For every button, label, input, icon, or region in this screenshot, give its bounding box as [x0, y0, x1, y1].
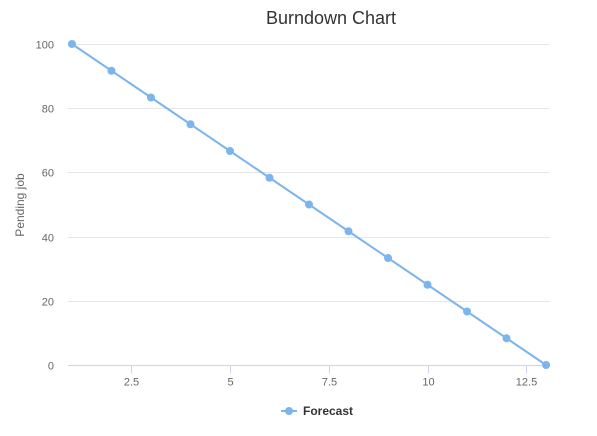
data-point[interactable]: [463, 307, 472, 316]
y-tick-label: 100: [36, 40, 54, 52]
data-point[interactable]: [542, 361, 551, 369]
data-point[interactable]: [502, 334, 511, 343]
data-point[interactable]: [186, 120, 195, 129]
x-tick-label: 5: [227, 377, 233, 389]
x-tick-label: 2.5: [124, 377, 139, 389]
legend-label: Forecast: [303, 404, 353, 418]
data-point[interactable]: [107, 66, 116, 75]
legend-item-forecast[interactable]: Forecast: [281, 404, 353, 418]
data-point[interactable]: [146, 93, 155, 102]
chart-title: Burndown Chart: [266, 8, 396, 28]
series-layer: [67, 40, 551, 369]
x-tick-label: 12.5: [516, 377, 537, 389]
legend-marker-symbol: [285, 407, 293, 415]
data-point[interactable]: [344, 227, 353, 236]
y-tick-label: 60: [42, 168, 54, 180]
x-tick-label: 10: [422, 377, 434, 389]
y-tick-label: 0: [48, 361, 54, 373]
y-tick-label: 80: [42, 104, 54, 116]
y-tick-label: 40: [42, 233, 54, 245]
y-tick-label: 20: [42, 297, 54, 309]
x-tick-label: 7.5: [322, 377, 337, 389]
legend[interactable]: Forecast: [281, 404, 353, 418]
data-point[interactable]: [265, 173, 274, 182]
data-point[interactable]: [384, 254, 393, 263]
data-point[interactable]: [67, 40, 76, 48]
y-axis-label: Pending job: [13, 173, 27, 237]
data-point[interactable]: [423, 280, 432, 289]
axes: 0 20 40 60 80 100 2.5 5 7.5 10 12.5: [36, 40, 550, 389]
grid-lines: [68, 44, 550, 302]
data-point[interactable]: [305, 200, 313, 209]
data-point[interactable]: [225, 146, 234, 155]
